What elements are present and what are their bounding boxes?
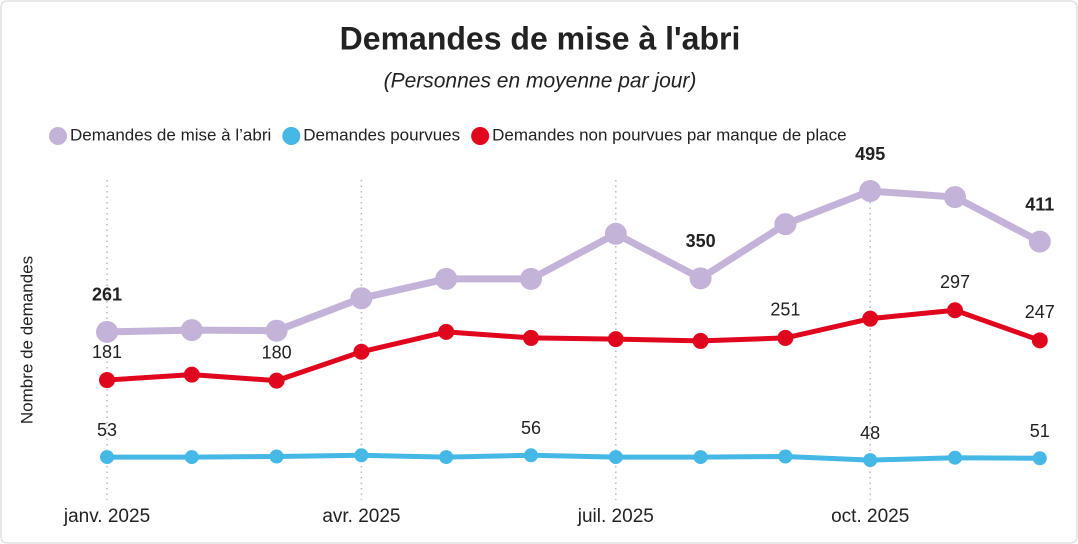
legend-label: Demandes non pourvues par manque de plac… bbox=[492, 125, 846, 144]
data-point bbox=[1032, 451, 1047, 466]
legend-marker bbox=[282, 127, 301, 145]
data-point bbox=[1028, 230, 1051, 253]
legend-label: Demandes de mise à l’abri bbox=[70, 125, 271, 144]
data-point bbox=[604, 222, 627, 245]
data-label: 251 bbox=[770, 300, 800, 320]
data-point bbox=[523, 329, 539, 346]
x-tick-label: janv. 2025 bbox=[63, 506, 150, 527]
data-label: 53 bbox=[97, 420, 117, 440]
data-point bbox=[948, 450, 962, 465]
data-point bbox=[183, 366, 200, 383]
data-label: 350 bbox=[686, 231, 716, 251]
data-point bbox=[439, 450, 454, 465]
legend-marker bbox=[49, 127, 67, 145]
data-point bbox=[862, 310, 879, 327]
data-point bbox=[354, 448, 369, 463]
data-point bbox=[353, 343, 370, 360]
chart-subtitle: (Personnes en moyenne par jour) bbox=[384, 70, 697, 93]
series-line bbox=[106, 307, 1041, 384]
data-point bbox=[520, 267, 542, 290]
data-point bbox=[947, 302, 963, 319]
data-point bbox=[180, 319, 203, 342]
data-point bbox=[692, 332, 709, 349]
x-tick-label: juil. 2025 bbox=[577, 506, 654, 527]
data-point bbox=[269, 449, 284, 464]
data-point bbox=[689, 267, 712, 290]
data-point bbox=[1031, 332, 1048, 349]
x-tick-label: avr. 2025 bbox=[322, 506, 400, 527]
x-tick-label: oct. 2025 bbox=[831, 506, 909, 527]
data-point bbox=[944, 186, 966, 209]
y-axis-label: Nombre de demandes bbox=[17, 256, 36, 424]
data-point bbox=[777, 329, 794, 346]
data-point bbox=[350, 287, 373, 310]
data-point bbox=[438, 323, 455, 340]
data-point bbox=[863, 453, 878, 468]
data-label: 51 bbox=[1030, 421, 1050, 441]
chart-title: Demandes de mise à l'abri bbox=[340, 20, 741, 56]
data-point bbox=[607, 331, 624, 348]
series-line bbox=[107, 452, 1040, 463]
data-point bbox=[100, 450, 114, 465]
data-point bbox=[693, 450, 708, 465]
data-point bbox=[859, 180, 882, 203]
data-point bbox=[268, 372, 285, 389]
data-point bbox=[265, 319, 288, 342]
legend-marker bbox=[471, 127, 490, 145]
data-label: 261 bbox=[92, 285, 122, 305]
data-label: 181 bbox=[92, 342, 122, 362]
data-point bbox=[774, 213, 797, 236]
legend-label: Demandes pourvues bbox=[303, 125, 460, 144]
data-point bbox=[778, 449, 793, 464]
data-point bbox=[184, 450, 199, 465]
data-point bbox=[99, 372, 115, 389]
data-label: 48 bbox=[860, 423, 880, 443]
data-point bbox=[435, 267, 458, 290]
data-point bbox=[96, 320, 118, 343]
data-point bbox=[608, 450, 623, 465]
series-line bbox=[106, 187, 1042, 336]
data-label: 411 bbox=[1025, 194, 1054, 214]
data-point bbox=[524, 448, 538, 463]
data-label: 180 bbox=[262, 342, 292, 362]
data-label: 247 bbox=[1025, 302, 1055, 322]
data-label: 56 bbox=[521, 418, 541, 438]
data-label: 297 bbox=[940, 272, 970, 292]
data-label: 495 bbox=[855, 144, 885, 164]
